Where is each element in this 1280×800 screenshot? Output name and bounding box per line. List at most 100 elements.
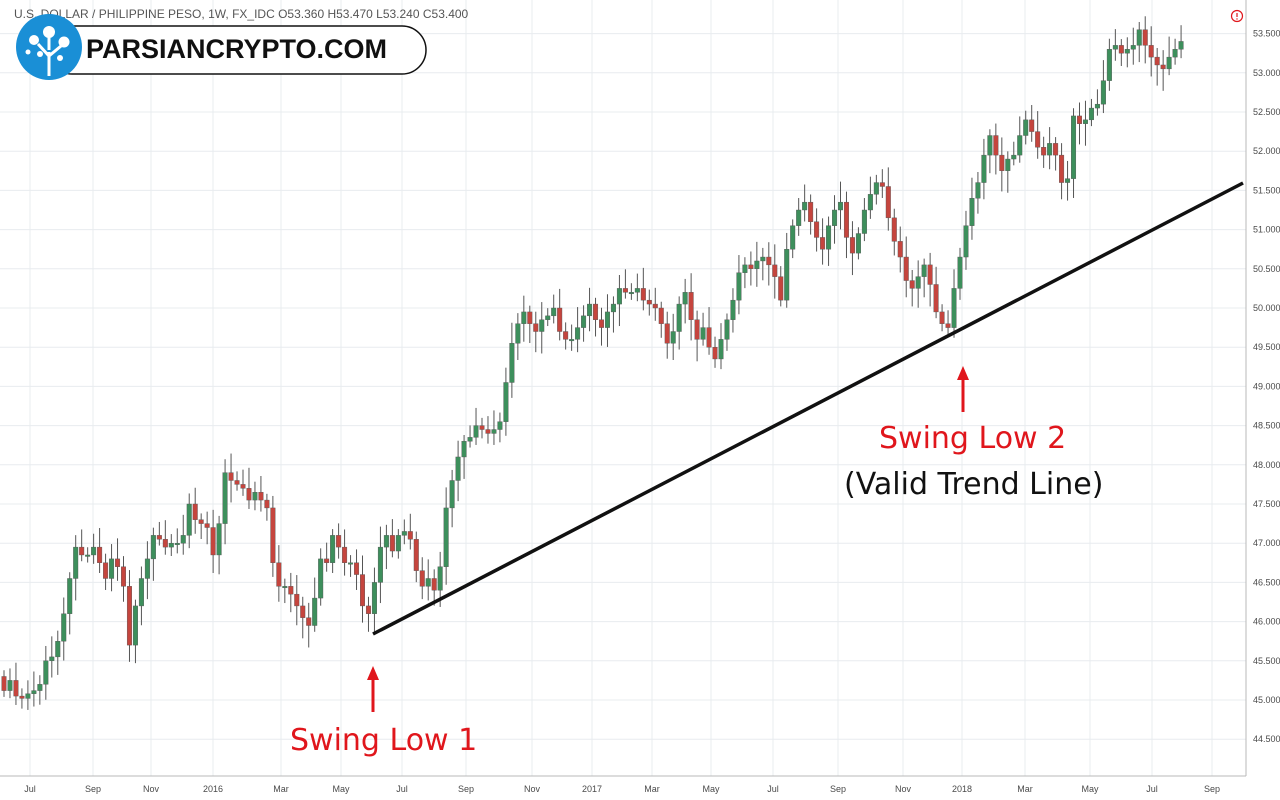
- candle: [461, 435, 467, 479]
- x-tick-label: Sep: [1204, 784, 1220, 794]
- candle: [497, 412, 503, 443]
- candle: [222, 459, 228, 545]
- chart-header: U.S. DOLLAR / PHILIPPINE PESO, 1W, FX_ID…: [14, 7, 469, 21]
- candle-up-body: [551, 307, 557, 317]
- candle: [969, 177, 975, 240]
- candle: [933, 266, 939, 319]
- candle: [688, 273, 694, 341]
- candle-down-body: [712, 347, 718, 360]
- candle: [646, 289, 652, 316]
- candle-down-body: [258, 492, 264, 501]
- alert-icon[interactable]: [1230, 9, 1244, 23]
- candle: [407, 513, 413, 550]
- candle: [55, 630, 61, 675]
- candle-down-body: [1142, 29, 1148, 46]
- y-tick-label: 45.000: [1253, 695, 1280, 705]
- candle: [73, 535, 79, 601]
- candle: [31, 671, 37, 707]
- candle: [945, 310, 951, 337]
- y-tick-label: 53.500: [1253, 29, 1280, 39]
- candle-up-body: [682, 292, 688, 305]
- candle: [706, 307, 712, 355]
- candle-down-body: [1029, 119, 1035, 132]
- candle-up-body: [987, 135, 993, 156]
- candle: [604, 294, 610, 347]
- candle: [563, 322, 569, 350]
- candle-down-body: [336, 535, 342, 548]
- candle: [838, 181, 844, 230]
- candle: [509, 322, 515, 398]
- candle: [276, 545, 282, 602]
- candle-down-body: [228, 472, 234, 481]
- watermark-logo: PARSIANCRYPTO.COM: [16, 14, 427, 80]
- candle-up-body: [1100, 80, 1106, 105]
- y-tick-label: 45.500: [1253, 656, 1280, 666]
- candle-down-body: [646, 299, 652, 305]
- candle: [963, 210, 969, 270]
- candle: [1160, 50, 1166, 91]
- candle: [569, 324, 575, 351]
- candle-up-body: [521, 311, 527, 324]
- candle-up-body: [1065, 178, 1071, 183]
- candle-up-body: [1017, 135, 1023, 156]
- candle: [85, 547, 91, 563]
- candle: [939, 304, 945, 332]
- candle: [162, 520, 168, 555]
- tree-glyph: [25, 26, 70, 76]
- candle: [772, 244, 778, 299]
- candle: [1053, 137, 1059, 171]
- candle-down-body: [778, 276, 784, 301]
- candle-up-body: [216, 523, 222, 556]
- candle-up-body: [784, 248, 790, 301]
- candle: [676, 296, 682, 350]
- candle-down-body: [210, 527, 216, 556]
- candle: [246, 467, 252, 509]
- candle-down-body: [103, 562, 109, 579]
- candle: [730, 288, 736, 333]
- x-tick-label: Mar: [1017, 784, 1033, 794]
- price-axis: 44.500 45.000 45.500 46.000 46.500 47.000 47.5…: [1253, 29, 1280, 745]
- candle: [634, 273, 640, 302]
- candle-up-body: [1112, 45, 1118, 50]
- candle-down-body: [198, 519, 204, 524]
- candle: [736, 255, 742, 315]
- candle: [670, 313, 676, 361]
- candle: [718, 323, 724, 370]
- candle: [622, 269, 628, 299]
- candle: [712, 336, 718, 368]
- candle-up-body: [383, 535, 389, 548]
- candle: [1059, 143, 1065, 200]
- candle: [348, 555, 354, 577]
- candle-down-body: [276, 562, 282, 587]
- candle-up-body: [150, 535, 156, 560]
- candle: [1082, 100, 1088, 146]
- y-tick-label: 50.000: [1253, 303, 1280, 313]
- candle: [210, 509, 216, 573]
- candle-down-body: [879, 182, 885, 187]
- candle: [652, 287, 658, 321]
- candle-up-body: [348, 562, 354, 565]
- candle: [640, 267, 646, 311]
- candle-down-body: [1148, 45, 1154, 58]
- candle: [79, 529, 85, 562]
- candle-up-body: [796, 209, 802, 226]
- candle: [742, 257, 748, 289]
- candle: [431, 569, 437, 606]
- candle-up-body: [55, 641, 61, 658]
- candle-down-body: [246, 488, 252, 501]
- logo-text: PARSIANCRYPTO.COM: [86, 34, 387, 64]
- candle: [138, 566, 144, 626]
- candle-up-body: [832, 209, 838, 226]
- candle: [1118, 39, 1124, 67]
- candle-down-body: [479, 425, 485, 430]
- candle-up-body: [790, 225, 796, 250]
- candle: [802, 184, 808, 222]
- y-tick-label: 46.500: [1253, 577, 1280, 587]
- candle-up-body: [616, 288, 622, 305]
- y-tick-label: 46.000: [1253, 617, 1280, 627]
- candle: [873, 174, 879, 205]
- candle-up-body: [455, 456, 461, 481]
- candle-up-body: [1005, 158, 1011, 171]
- candle: [778, 266, 784, 307]
- candle-down-body: [622, 288, 628, 293]
